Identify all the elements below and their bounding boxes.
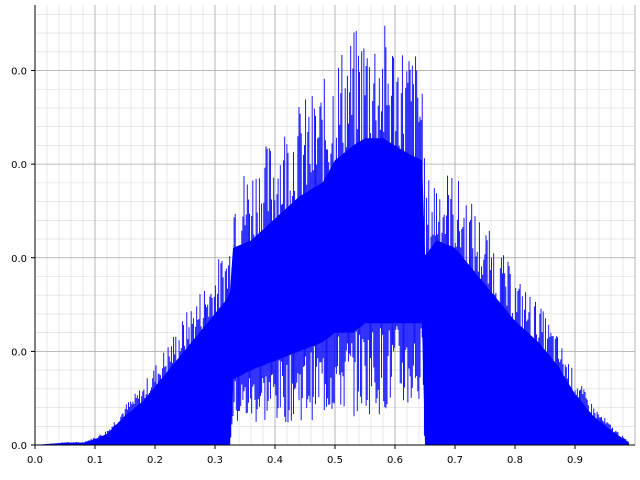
x-tick-label: 0.7: [447, 455, 463, 466]
y-tick-label: 0.0: [11, 67, 27, 78]
x-axis-ticks: 0.0 0.1 0.2 0.3 0.4 0.5 0.6 0.7 0.8 0.9: [27, 445, 583, 466]
plot-area: [35, 25, 629, 445]
y-tick-label: 0.0: [11, 441, 27, 452]
y-axis-ticks: 0.00.00.00.00.00.0: [11, 67, 35, 452]
series-spikes-0: [35, 25, 629, 445]
x-tick-label: 0.4: [267, 455, 283, 466]
x-tick-label: 0.2: [147, 455, 163, 466]
x-tick-label: 0.0: [27, 455, 43, 466]
x-tick-label: 0.5: [327, 455, 343, 466]
x-tick-label: 0.1: [87, 455, 103, 466]
y-tick-label: 0.0: [11, 160, 27, 171]
x-tick-label: 0.6: [387, 455, 403, 466]
y-tick-label: 0.0: [11, 254, 27, 265]
x-tick-label: 0.3: [207, 455, 223, 466]
y-tick-label: 0.0: [11, 347, 27, 358]
x-tick-label: 0.8: [507, 455, 523, 466]
x-tick-label: 0.9: [567, 455, 583, 466]
